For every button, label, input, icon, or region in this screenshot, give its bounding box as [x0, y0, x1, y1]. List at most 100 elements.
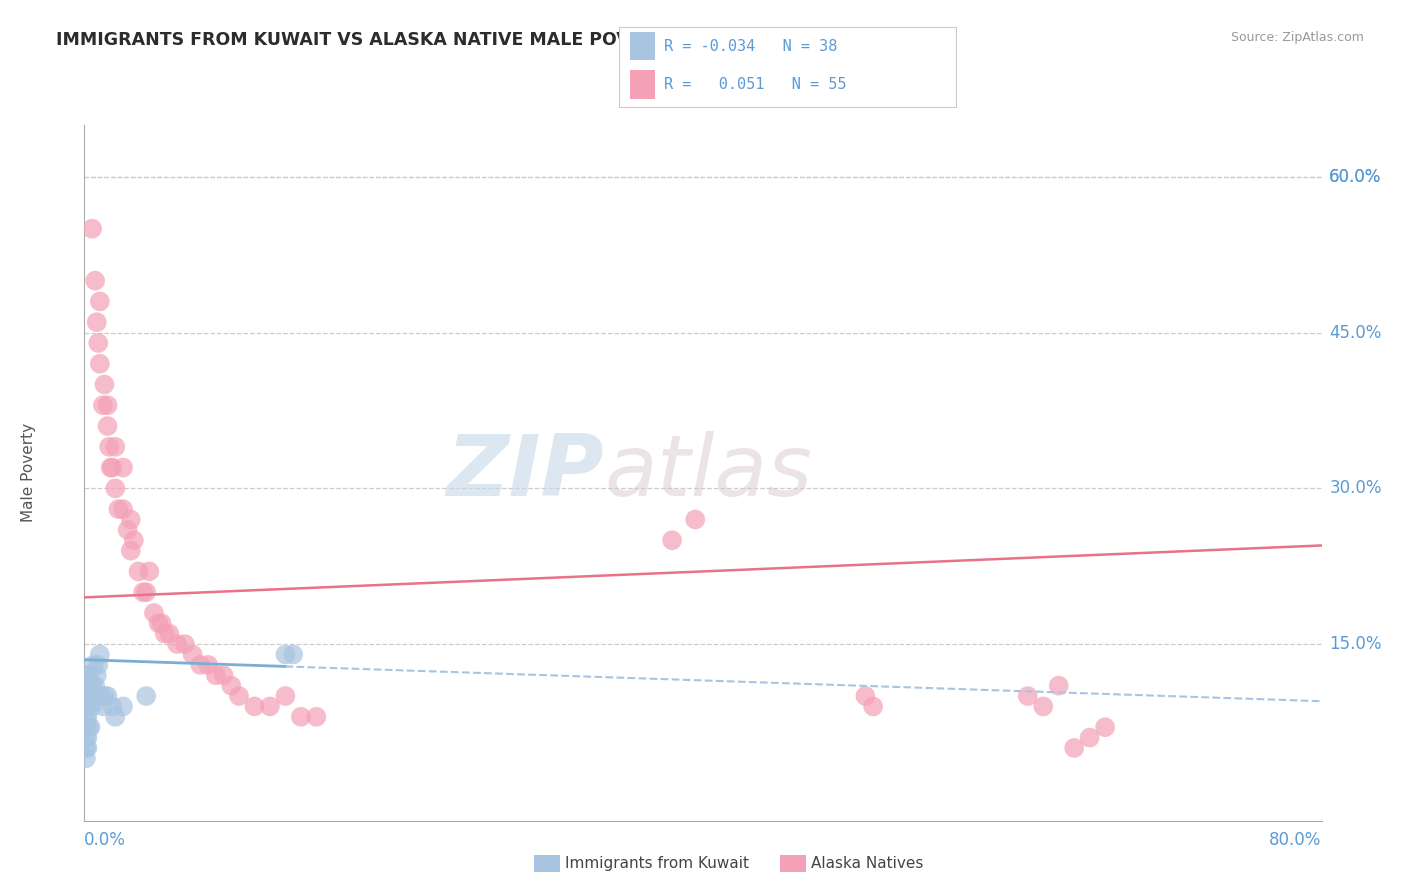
Point — [96, 689, 118, 703]
Text: Immigrants from Kuwait: Immigrants from Kuwait — [565, 856, 749, 871]
Point — [89, 357, 111, 371]
Point — [1017, 689, 1039, 703]
Point — [79, 689, 101, 703]
Point — [86, 668, 108, 682]
Point — [75, 689, 97, 703]
Point — [89, 648, 111, 662]
Point — [93, 689, 115, 703]
Text: 15.0%: 15.0% — [1329, 635, 1382, 653]
Point — [150, 616, 173, 631]
Point — [87, 335, 110, 350]
Text: atlas: atlas — [605, 431, 813, 515]
Point — [91, 699, 114, 714]
Point — [127, 565, 149, 579]
Point — [1063, 741, 1085, 756]
Point — [75, 720, 97, 734]
Text: Source: ZipAtlas.com: Source: ZipAtlas.com — [1230, 31, 1364, 45]
Point — [259, 699, 281, 714]
Point — [212, 668, 235, 682]
Point — [101, 460, 124, 475]
Point — [274, 689, 297, 703]
Point — [112, 460, 135, 475]
Point — [219, 679, 242, 693]
Point — [75, 710, 97, 724]
Point — [1032, 699, 1054, 714]
Point — [89, 689, 111, 703]
Point — [101, 699, 124, 714]
Point — [166, 637, 188, 651]
Point — [181, 648, 204, 662]
Point — [75, 668, 97, 682]
Point — [76, 731, 98, 745]
Point — [82, 679, 104, 693]
Point — [135, 689, 157, 703]
Point — [76, 741, 98, 756]
Point — [83, 689, 105, 703]
Point — [135, 585, 157, 599]
Point — [89, 294, 111, 309]
Point — [76, 699, 98, 714]
Point — [159, 626, 180, 640]
Point — [132, 585, 155, 599]
Text: 0.0%: 0.0% — [84, 831, 127, 849]
Point — [120, 512, 142, 526]
Point — [228, 689, 250, 703]
Point — [77, 668, 100, 682]
Point — [76, 668, 98, 682]
Point — [138, 565, 160, 579]
Point — [96, 419, 118, 434]
Text: R =   0.051   N = 55: R = 0.051 N = 55 — [664, 78, 846, 92]
Text: 45.0%: 45.0% — [1329, 324, 1382, 342]
Point — [197, 657, 219, 672]
Point — [79, 720, 101, 734]
Point — [112, 502, 135, 516]
Text: 60.0%: 60.0% — [1329, 168, 1382, 186]
Point — [1094, 720, 1116, 734]
Point — [100, 460, 122, 475]
Text: Alaska Natives: Alaska Natives — [811, 856, 924, 871]
Point — [75, 751, 97, 765]
Point — [1078, 731, 1101, 745]
Point — [83, 657, 105, 672]
Point — [86, 315, 108, 329]
Point — [188, 657, 211, 672]
Point — [305, 710, 328, 724]
Point — [93, 377, 115, 392]
Point — [75, 741, 97, 756]
Point — [274, 648, 297, 662]
Point — [685, 512, 707, 526]
Point — [98, 440, 121, 454]
Point — [290, 710, 312, 724]
Point — [120, 543, 142, 558]
Point — [75, 699, 97, 714]
Point — [91, 398, 114, 412]
Point — [205, 668, 228, 682]
Text: 80.0%: 80.0% — [1270, 831, 1322, 849]
Point — [1047, 679, 1070, 693]
Point — [112, 699, 135, 714]
Point — [661, 533, 683, 548]
Point — [77, 720, 100, 734]
Text: IMMIGRANTS FROM KUWAIT VS ALASKA NATIVE MALE POVERTY CORRELATION CHART: IMMIGRANTS FROM KUWAIT VS ALASKA NATIVE … — [56, 31, 894, 49]
Point — [82, 699, 104, 714]
Point — [174, 637, 197, 651]
Text: R = -0.034   N = 38: R = -0.034 N = 38 — [664, 38, 837, 54]
Point — [122, 533, 145, 548]
Point — [104, 440, 127, 454]
Text: ZIP: ZIP — [446, 431, 605, 515]
Text: 30.0%: 30.0% — [1329, 479, 1382, 498]
Point — [87, 657, 110, 672]
Point — [82, 221, 104, 235]
Point — [117, 523, 139, 537]
Text: 60.0%: 60.0% — [1329, 168, 1382, 186]
Point — [75, 679, 97, 693]
Point — [104, 710, 127, 724]
Point — [84, 679, 107, 693]
Point — [243, 699, 266, 714]
Point — [855, 689, 877, 703]
Point — [107, 502, 129, 516]
Point — [143, 606, 166, 620]
Point — [77, 699, 100, 714]
Text: Male Poverty: Male Poverty — [21, 423, 37, 523]
Point — [76, 710, 98, 724]
